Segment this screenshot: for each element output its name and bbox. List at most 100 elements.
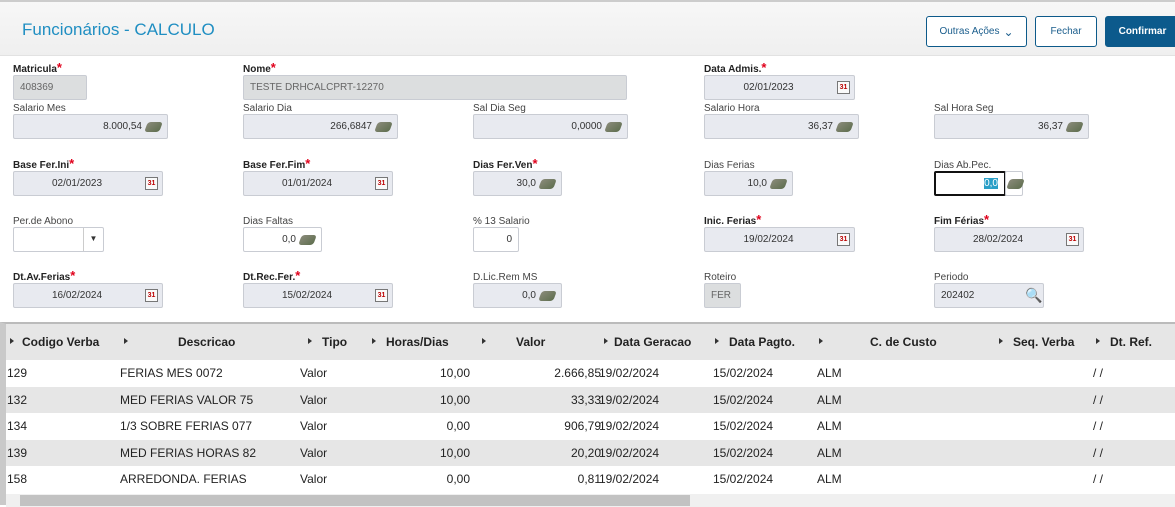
sal-dia-seg-field[interactable]: 0,0000	[473, 114, 628, 139]
column-header[interactable]: Horas/Dias	[386, 335, 449, 349]
label-text: Base Fer.Ini	[13, 160, 70, 171]
field-value: 36,37	[1037, 121, 1063, 132]
column-menu-icon[interactable]	[1096, 338, 1100, 344]
calculator-icon[interactable]	[835, 121, 854, 132]
column-menu-icon[interactable]	[10, 338, 14, 344]
column-header[interactable]: Codigo Verba	[22, 335, 100, 349]
matricula-field[interactable]: 408369	[13, 75, 87, 100]
calendar-icon[interactable]: 31	[375, 177, 388, 190]
calculator-icon[interactable]	[1065, 121, 1084, 132]
column-menu-icon[interactable]	[819, 338, 823, 344]
horizontal-scrollbar[interactable]	[6, 494, 1175, 507]
required-icon: *	[270, 60, 276, 75]
table-row[interactable]: 134 1/3 SOBRE FERIAS 077 Valor 0,00 906,79 19…	[6, 413, 1175, 439]
required-icon: *	[984, 212, 990, 227]
column-header[interactable]: Tipo	[322, 335, 348, 349]
fim-ferias-label: Fim Férias*	[934, 213, 989, 227]
calculator-icon[interactable]	[538, 178, 557, 189]
table-cell: 15/02/2024	[713, 472, 774, 486]
periodo-field[interactable]: 202402 🔍	[934, 283, 1044, 308]
dt-rec-fer-field[interactable]: 15/02/2024 31	[243, 283, 393, 308]
dias-faltas-field[interactable]: 0,0	[243, 227, 322, 252]
label-text: % 13 Salario	[473, 216, 530, 227]
other-actions-button[interactable]: Outras Ações ⌄	[926, 16, 1027, 47]
calculator-button[interactable]	[1005, 171, 1025, 196]
table-cell: 10,00	[439, 445, 470, 460]
dropdown-arrow-icon[interactable]: ▼	[83, 228, 103, 251]
column-header[interactable]: C. de Custo	[870, 335, 937, 349]
salario-mes-field[interactable]: 8.000,54	[13, 114, 168, 139]
calculator-icon[interactable]	[538, 290, 557, 301]
close-button[interactable]: Fechar	[1035, 16, 1097, 47]
column-header[interactable]: Descricao	[178, 335, 236, 349]
table-cell: 139	[7, 445, 28, 460]
calendar-icon[interactable]: 31	[837, 81, 850, 94]
label-text: Salario Hora	[704, 103, 760, 114]
column-menu-icon[interactable]	[482, 338, 486, 344]
calendar-icon[interactable]: 31	[145, 177, 158, 190]
table-cell: 15/02/2024	[713, 392, 774, 407]
label-text: Matricula	[13, 64, 57, 75]
column-menu-icon[interactable]	[372, 338, 376, 344]
column-menu-icon[interactable]	[124, 338, 128, 344]
nome-field[interactable]: TESTE DRHCALCPRT-12270	[243, 75, 627, 100]
confirm-button[interactable]: Confirmar	[1105, 16, 1175, 47]
table-cell: ARREDONDA. FERIAS	[120, 472, 247, 486]
table-cell: Valor	[300, 366, 328, 380]
base-fer-ini-label: Base Fer.Ini*	[13, 157, 74, 171]
roteiro-field[interactable]: FER	[704, 283, 741, 308]
calendar-icon[interactable]: 31	[1066, 233, 1079, 246]
column-header[interactable]: Dt. Ref.	[1110, 335, 1152, 349]
sal-hora-seg-field[interactable]: 36,37	[934, 114, 1089, 139]
table-row[interactable]: 139 MED FERIAS HORAS 82 Valor 10,00 20,20 19/…	[6, 439, 1175, 466]
table-cell: 33,33	[570, 392, 601, 407]
column-header[interactable]: Data Pagto.	[729, 335, 796, 349]
dias-ab-pec-field[interactable]: 0,0	[934, 171, 1006, 196]
calendar-icon[interactable]: 31	[145, 289, 158, 302]
fim-ferias-field[interactable]: 28/02/2024 31	[934, 227, 1084, 252]
column-menu-icon[interactable]	[999, 338, 1003, 344]
column-menu-icon[interactable]	[715, 338, 719, 344]
calculator-icon[interactable]	[604, 121, 623, 132]
calendar-icon[interactable]: 31	[375, 289, 388, 302]
dt-av-ferias-field[interactable]: 16/02/2024 31	[13, 283, 163, 308]
search-icon[interactable]: 🔍	[1025, 287, 1043, 303]
column-header[interactable]: Valor	[516, 335, 546, 349]
column-menu-icon[interactable]	[604, 338, 608, 344]
label-text: Salario Mes	[13, 103, 66, 114]
dias-faltas-label: Dias Faltas	[243, 216, 293, 227]
column-header[interactable]: Seq. Verba	[1013, 335, 1075, 349]
calculator-icon[interactable]	[374, 121, 393, 132]
column-header[interactable]: Data Geracao	[614, 335, 692, 349]
pct-13-label: % 13 Salario	[473, 216, 530, 227]
pct-13-field[interactable]: 0	[473, 227, 519, 252]
table-row[interactable]: 129 FERIAS MES 0072 Valor 10,00 2.666,85 19/0…	[6, 360, 1175, 386]
base-fer-ini-field[interactable]: 02/01/2023 31	[13, 171, 163, 196]
table-cell: 134	[7, 419, 28, 433]
salario-hora-field[interactable]: 36,37	[704, 114, 859, 139]
column-menu-icon[interactable]	[308, 338, 312, 344]
calendar-icon[interactable]: 31	[837, 233, 850, 246]
scrollbar-thumb[interactable]	[20, 495, 690, 506]
per-abono-field[interactable]: ▼	[13, 227, 104, 252]
table-row[interactable]: 132 MED FERIAS VALOR 75 Valor 10,00 33,33 19/…	[6, 386, 1175, 413]
label-text: Inic. Ferias	[704, 216, 757, 227]
required-icon: *	[69, 156, 75, 171]
d-lic-rem-field[interactable]: 0,0	[473, 283, 562, 308]
calculator-icon[interactable]	[144, 121, 163, 132]
table-cell: ALM	[817, 392, 842, 407]
table-row[interactable]: 158 ARREDONDA. FERIAS Valor 0,00 0,81 19/02/2…	[6, 466, 1175, 492]
calculator-icon[interactable]	[769, 178, 788, 189]
salario-dia-field[interactable]: 266,6847	[243, 114, 398, 139]
dias-ferias-field[interactable]: 10,0	[704, 171, 793, 196]
table-cell: / /	[1093, 445, 1104, 460]
calculator-icon[interactable]	[298, 234, 317, 245]
table-cell: 158	[7, 472, 28, 486]
inic-ferias-field[interactable]: 19/02/2024 31	[704, 227, 855, 252]
salario-hora-label: Salario Hora	[704, 103, 760, 114]
dias-fer-ven-field[interactable]: 30,0	[473, 171, 562, 196]
data-admis-field[interactable]: 02/01/2023 31	[704, 75, 855, 100]
base-fer-fim-field[interactable]: 01/01/2024 31	[243, 171, 393, 196]
table-cell: Valor	[300, 419, 328, 433]
dt-av-ferias-label: Dt.Av.Ferias*	[13, 269, 75, 283]
